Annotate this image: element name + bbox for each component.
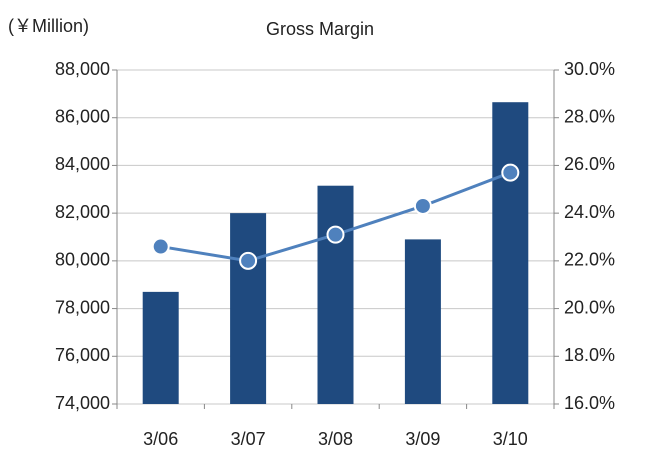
y-axis-label: (￥Million)	[8, 16, 89, 36]
bar	[317, 185, 354, 404]
y2-tick-label: 30.0%	[564, 59, 615, 79]
bar	[230, 213, 267, 404]
y-tick-label: 88,000	[55, 59, 110, 79]
line-marker	[151, 237, 170, 256]
y2-tick-label: 22.0%	[564, 250, 615, 270]
y-tick-label: 86,000	[55, 106, 110, 126]
line-marker	[413, 196, 432, 215]
bar	[142, 291, 179, 404]
y-tick-label: 74,000	[55, 393, 110, 413]
y2-tick-label: 20.0%	[564, 297, 615, 317]
line-marker	[326, 225, 345, 244]
y2-tick-label: 16.0%	[564, 393, 615, 413]
y-tick-label: 82,000	[55, 202, 110, 222]
x-tick-label: 3/07	[231, 429, 266, 449]
bar	[404, 239, 441, 404]
x-tick-label: 3/10	[493, 429, 528, 449]
y2-tick-label: 26.0%	[564, 154, 615, 174]
y-tick-label: 78,000	[55, 297, 110, 317]
y2-tick-label: 24.0%	[564, 202, 615, 222]
x-tick-label: 3/08	[318, 429, 353, 449]
x-tick-label: 3/09	[405, 429, 440, 449]
y-tick-label: 84,000	[55, 154, 110, 174]
bar	[492, 102, 529, 404]
line-marker	[501, 163, 520, 182]
y-tick-label: 80,000	[55, 250, 110, 270]
x-tick-label: 3/06	[143, 429, 178, 449]
y2-tick-label: 18.0%	[564, 345, 615, 365]
line-marker	[239, 251, 258, 270]
chart-title: Gross Margin	[266, 19, 374, 39]
y2-tick-label: 28.0%	[564, 106, 615, 126]
y-tick-label: 76,000	[55, 345, 110, 365]
